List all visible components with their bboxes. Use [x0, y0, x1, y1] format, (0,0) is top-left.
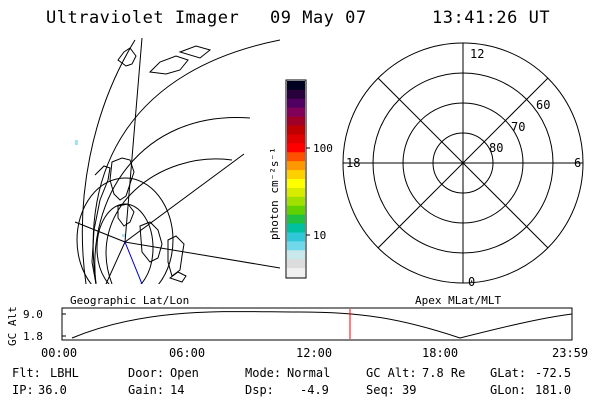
- colorbar-segment: [287, 187, 305, 198]
- colorbar-segment: [287, 107, 305, 118]
- colorbar-segment: [287, 89, 305, 100]
- dsp-key: Dsp:: [245, 383, 274, 397]
- coastline: [117, 203, 135, 227]
- mlt-label-top: 12: [470, 47, 484, 61]
- colorbar-segment: [287, 170, 305, 180]
- y-tick-label: 9.0: [23, 308, 43, 321]
- lon-line: [105, 241, 126, 284]
- mlat-label: 70: [511, 120, 525, 134]
- colorbar-segment: [287, 161, 305, 171]
- altitude-curve: [71, 311, 573, 339]
- lon-line: [74, 221, 126, 243]
- colorbar-segment: [287, 259, 305, 269]
- colorbar-segment: [287, 250, 305, 260]
- colorbar-segment: [287, 116, 305, 127]
- x-tick-label: 00:00: [41, 346, 77, 360]
- colorbar-segment: [287, 196, 305, 207]
- gcalt-key: GC Alt:: [366, 366, 417, 380]
- colorbar-segment: [287, 152, 305, 162]
- coastline: [91, 165, 111, 284]
- colorbar-frame: [285, 79, 307, 279]
- geographic-label: Geographic Lat/Lon: [70, 294, 189, 307]
- colorbar-segment: [287, 223, 305, 233]
- coastline: [139, 221, 163, 263]
- sub-satellite-meridian: [124, 241, 143, 284]
- door-key: Door:: [128, 366, 165, 380]
- x-tick-label: 06:00: [169, 346, 205, 360]
- seq-key: Seq:: [366, 383, 395, 397]
- colorbar-tick-label: 10: [313, 229, 326, 242]
- colorbar-segment: [287, 241, 305, 251]
- colorbar-segment: [287, 232, 305, 242]
- emission-spot: [75, 140, 78, 145]
- mlt-label-right: 6: [574, 156, 581, 170]
- mlat-label: 60: [536, 98, 550, 112]
- colorbar-tick-label: 100: [313, 142, 333, 155]
- x-tick-label: 18:00: [422, 346, 458, 360]
- gain-value: 14: [170, 383, 185, 397]
- lon-line: [124, 153, 245, 243]
- lat-circle: [105, 158, 233, 284]
- door-value: Open: [170, 366, 199, 380]
- geographic-map: [74, 38, 280, 284]
- glon-key: GLon:: [490, 383, 527, 397]
- colorbar-unit-label: photon cm⁻²s⁻¹: [268, 147, 281, 240]
- colorbar-segment: [287, 125, 305, 135]
- mlt-line: [377, 77, 549, 249]
- x-tick-label: 12:00: [296, 346, 332, 360]
- coastline: [178, 45, 212, 59]
- lat-circle: [96, 203, 154, 284]
- y-axis-label: GC Alt: [6, 306, 19, 346]
- colorbar-segment: [287, 143, 305, 153]
- flt-value: LBHL: [50, 366, 79, 380]
- colorbar: [285, 79, 310, 279]
- mlt-label-left: 18: [346, 156, 360, 170]
- colorbar-segment: [287, 214, 305, 225]
- coastline: [117, 47, 137, 67]
- gcalt-value: 7.8 Re: [422, 366, 466, 380]
- apex-map: [342, 42, 584, 284]
- glat-key: GLat:: [490, 366, 527, 380]
- mlt-label-bottom: 0: [468, 275, 475, 289]
- y-tick-label: 1.8: [23, 330, 43, 343]
- header-date: 09 May 07: [270, 8, 367, 28]
- colorbar-segment: [287, 205, 305, 216]
- lat-circle: [94, 117, 251, 284]
- flt-key: Flt:: [12, 366, 41, 380]
- mlat-label: 80: [489, 141, 503, 155]
- apex-label: Apex MLat/MLT: [415, 294, 501, 307]
- lat-circle: [92, 39, 280, 284]
- coastline: [109, 157, 135, 201]
- colorbar-segment: [287, 98, 305, 109]
- timeline-frame: [61, 307, 573, 341]
- mode-key: Mode:: [245, 366, 282, 380]
- timeline: [61, 307, 573, 341]
- glon-value: 181.0: [535, 383, 572, 397]
- ip-key: IP:: [12, 383, 34, 397]
- coastline: [148, 55, 189, 75]
- colorbar-segment: [287, 268, 305, 278]
- coastline: [167, 235, 185, 277]
- gain-key: Gain:: [128, 383, 165, 397]
- glat-value: -72.5: [535, 366, 572, 380]
- mode-value: Normal: [287, 366, 331, 380]
- colorbar-segment: [287, 179, 305, 189]
- emission-spot: [122, 234, 125, 237]
- colorbar-segment: [287, 134, 305, 144]
- map-boundary-arc: [81, 39, 136, 284]
- lon-line: [124, 38, 143, 243]
- header-title: Ultraviolet Imager: [46, 8, 240, 28]
- lat-circle: [76, 177, 174, 284]
- seq-value: 39: [402, 383, 417, 397]
- header-time: 13:41:26 UT: [432, 8, 551, 28]
- x-tick-label: 23:59: [552, 346, 588, 360]
- lon-line: [124, 241, 280, 269]
- colorbar-segment: [287, 81, 305, 91]
- coastline: [168, 271, 187, 283]
- dsp-value: -4.9: [300, 383, 329, 397]
- ip-value: 36.0: [38, 383, 67, 397]
